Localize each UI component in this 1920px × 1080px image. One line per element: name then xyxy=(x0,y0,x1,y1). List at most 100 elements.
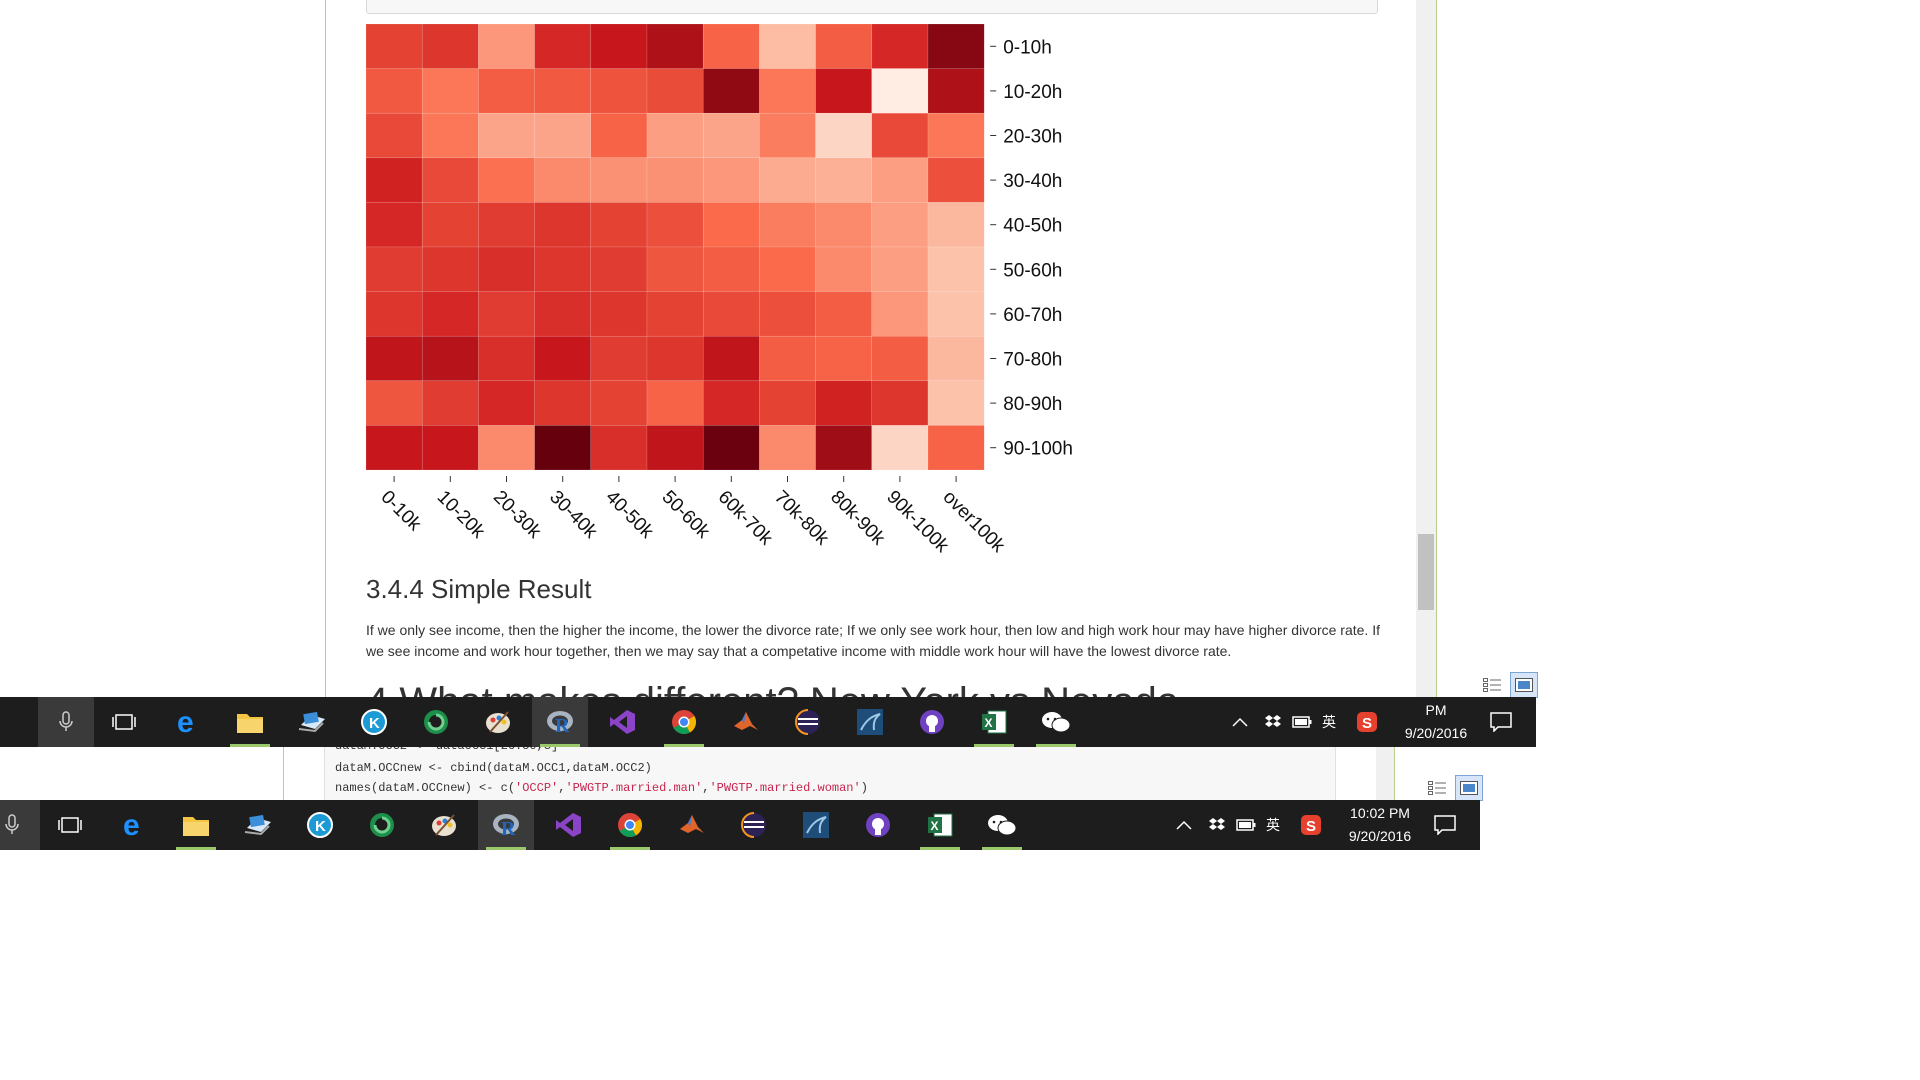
action-center-icon[interactable] xyxy=(1490,697,1512,747)
taskbar-clock[interactable]: 10:02 PM 9/20/2016 xyxy=(1330,802,1430,848)
pc-icon[interactable] xyxy=(230,800,286,850)
x-axis-label: 50-60k xyxy=(658,487,714,543)
running-indicator xyxy=(982,847,1022,850)
github-icon[interactable] xyxy=(850,800,906,850)
file-explorer-icon[interactable] xyxy=(168,800,224,850)
chevron-up-icon[interactable] xyxy=(1176,800,1192,850)
svg-text:R: R xyxy=(555,715,570,736)
heatmap-cell xyxy=(703,69,759,114)
heatmap-cell xyxy=(366,202,422,247)
heatmap-cell xyxy=(366,425,422,470)
kodi-icon[interactable]: K xyxy=(292,800,348,850)
sogou-icon[interactable]: S xyxy=(1300,800,1322,850)
heatmap-cell xyxy=(591,381,647,426)
visual-studio-icon[interactable] xyxy=(594,697,650,747)
battery-icon[interactable] xyxy=(1236,800,1256,850)
heatmap-cell xyxy=(759,292,815,337)
github-icon[interactable] xyxy=(904,697,960,747)
heatmap-cell xyxy=(928,24,984,69)
matlab-icon[interactable] xyxy=(664,800,720,850)
heatmap-cell xyxy=(816,202,872,247)
x-axis-label: 60k-70k xyxy=(714,487,777,550)
large-icons-view-icon[interactable] xyxy=(1510,672,1538,698)
eclipse-icon[interactable] xyxy=(780,697,836,747)
heatmap-cell xyxy=(478,292,534,337)
heatmap-cell xyxy=(591,24,647,69)
pc-icon[interactable] xyxy=(284,697,340,747)
heatmap-cell xyxy=(816,292,872,337)
running-indicator xyxy=(540,744,580,747)
chrome-green-icon[interactable] xyxy=(354,800,410,850)
file-explorer-icon[interactable] xyxy=(222,697,278,747)
heatmap-cell xyxy=(535,202,591,247)
r-icon[interactable]: R xyxy=(478,800,534,850)
heatmap-cell xyxy=(535,69,591,114)
x-axis-label: 40-50k xyxy=(601,487,657,543)
dropbox-icon[interactable] xyxy=(1264,697,1282,747)
action-center-icon[interactable] xyxy=(1434,800,1456,850)
chrome-icon[interactable] xyxy=(656,697,712,747)
heatmap-cell xyxy=(759,425,815,470)
heatmap-chart: 0-10h10-20h20-30h30-40h40-50h50-60h60-70… xyxy=(326,0,1416,575)
edge-icon[interactable]: e xyxy=(106,800,162,850)
battery-icon[interactable] xyxy=(1292,697,1312,747)
visual-studio-icon[interactable] xyxy=(540,800,596,850)
code-text: names(dataM.OCCnew) <- c( xyxy=(335,781,515,795)
microphone-icon[interactable] xyxy=(38,697,94,747)
matlab-icon[interactable] xyxy=(718,697,774,747)
kodi-icon[interactable]: K xyxy=(346,697,402,747)
ime-indicator[interactable]: 英 xyxy=(1266,800,1280,850)
code-text: ) xyxy=(861,781,868,795)
heatmap-cell xyxy=(591,158,647,203)
chrome-green-icon[interactable] xyxy=(408,697,464,747)
x-axis-label: 10-20k xyxy=(433,487,489,543)
heatmap-cell xyxy=(816,158,872,203)
heatmap-cell xyxy=(478,202,534,247)
wechat-icon[interactable] xyxy=(1028,697,1084,747)
paint-icon[interactable] xyxy=(470,697,526,747)
excel-icon[interactable]: X xyxy=(966,697,1022,747)
heatmap-cell xyxy=(928,381,984,426)
mysql-icon[interactable] xyxy=(788,800,844,850)
heatmap-cell xyxy=(478,336,534,381)
heatmap-cell xyxy=(928,425,984,470)
heatmap-cell xyxy=(366,69,422,114)
heatmap-cell xyxy=(703,247,759,292)
excel-icon[interactable]: X xyxy=(912,800,968,850)
taskbar-clock[interactable]: PM 9/20/2016 xyxy=(1386,699,1486,745)
heatmap-cell xyxy=(535,381,591,426)
heatmap-cell xyxy=(478,69,534,114)
r-icon[interactable]: R xyxy=(532,697,588,747)
svg-text:S: S xyxy=(1362,715,1372,732)
paint-icon[interactable] xyxy=(416,800,472,850)
view-mode-icons xyxy=(1423,775,1483,801)
dropbox-icon[interactable] xyxy=(1208,800,1226,850)
large-icons-view-icon[interactable] xyxy=(1455,775,1483,801)
heatmap-cell xyxy=(366,247,422,292)
heatmap-cell xyxy=(872,381,928,426)
scroll-thumb[interactable] xyxy=(1418,534,1434,610)
wechat-icon[interactable] xyxy=(974,800,1030,850)
sogou-icon[interactable]: S xyxy=(1356,697,1378,747)
y-axis-label: 10-20h xyxy=(1003,82,1062,103)
vertical-scrollbar[interactable]: ⌄ xyxy=(1416,0,1436,718)
heatmap-cell xyxy=(647,292,703,337)
heatmap-cell xyxy=(591,69,647,114)
chevron-up-icon[interactable] xyxy=(1232,697,1248,747)
task-view-icon[interactable] xyxy=(96,697,152,747)
ime-indicator[interactable]: 英 xyxy=(1322,697,1336,747)
heatmap-cell xyxy=(422,69,478,114)
mysql-icon[interactable] xyxy=(842,697,898,747)
task-view-icon[interactable] xyxy=(42,800,98,850)
details-view-icon[interactable] xyxy=(1423,775,1451,801)
eclipse-icon[interactable] xyxy=(726,800,782,850)
heatmap-cell xyxy=(928,247,984,292)
microphone-icon[interactable] xyxy=(0,800,40,850)
heatmap-cell xyxy=(703,202,759,247)
details-view-icon[interactable] xyxy=(1478,672,1506,698)
chrome-icon[interactable] xyxy=(602,800,658,850)
heatmap-cell xyxy=(759,336,815,381)
heatmap-cell xyxy=(478,425,534,470)
y-axis-label: 80-90h xyxy=(1003,394,1062,415)
edge-icon[interactable]: e xyxy=(160,697,216,747)
